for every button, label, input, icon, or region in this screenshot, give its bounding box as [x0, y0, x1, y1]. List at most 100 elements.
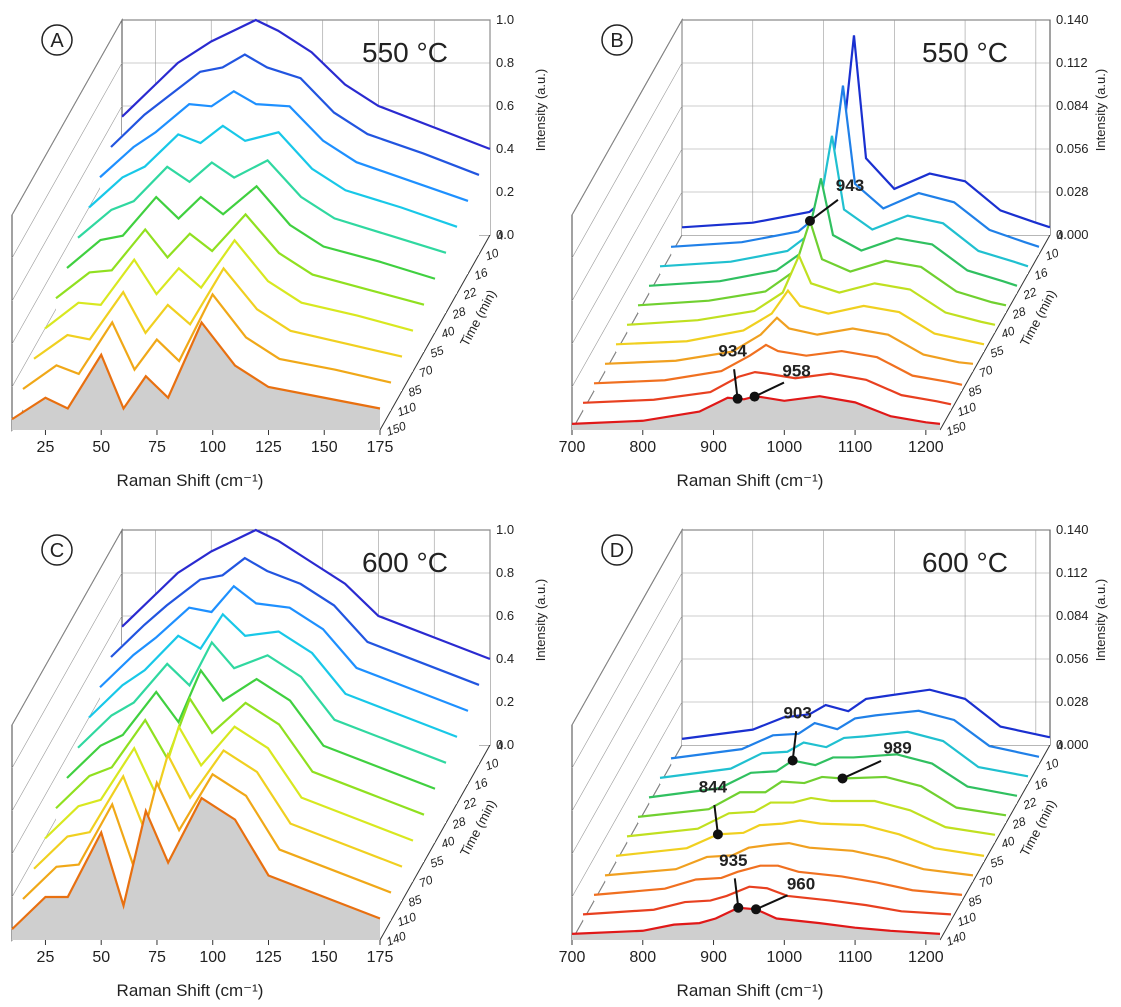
y-tick-label: 0.4 — [496, 141, 514, 156]
panel-badge — [41, 24, 73, 56]
trace — [593, 343, 963, 386]
time-tick-label: 4 — [494, 738, 505, 754]
panel-badge — [601, 24, 633, 56]
time-tick-label: 22 — [460, 284, 479, 302]
x-tick-label: 700 — [559, 949, 586, 966]
x-tick-label: 900 — [700, 949, 727, 966]
y-tick-label: 0.000 — [1056, 227, 1089, 242]
time-tick-label: 10 — [483, 245, 501, 263]
y-tick-label: 0.6 — [496, 608, 514, 623]
time-tick-label: 150 — [944, 419, 968, 439]
time-tick-label: 85 — [406, 892, 424, 910]
trace — [55, 212, 425, 306]
grid-line — [11, 615, 123, 812]
temperature: 600 °C — [362, 547, 448, 578]
trace — [593, 864, 963, 896]
time-tick-label: 70 — [977, 362, 995, 380]
annotation-dot — [837, 773, 848, 784]
trace — [670, 85, 1040, 248]
time-tick-label: 28 — [449, 304, 468, 322]
annotation-leader — [754, 381, 785, 398]
temperature: 600 °C — [922, 547, 1008, 578]
trace — [615, 288, 985, 346]
x-tick-label: 1100 — [838, 439, 873, 456]
x-tick-label: 25 — [37, 949, 55, 966]
trace — [121, 528, 491, 661]
time-tick-label: 110 — [395, 910, 418, 930]
time-tick-label: 110 — [955, 400, 978, 420]
trace-fill — [605, 843, 973, 882]
time-tick-label: 110 — [395, 400, 418, 420]
trace — [88, 124, 458, 228]
x-tick-label: 700 — [559, 439, 586, 456]
annotation-leader — [755, 894, 788, 911]
grid-line — [11, 105, 123, 302]
time-tick-label: 40 — [439, 833, 457, 851]
annotation-label: 935 — [719, 851, 747, 870]
y-tick-label: 1.0 — [496, 522, 514, 537]
time-tick-label: 55 — [988, 853, 1006, 871]
y-tick-label: 0.112 — [1056, 565, 1088, 580]
trace — [11, 320, 381, 421]
trace — [637, 775, 1007, 818]
x-tick-label: 175 — [367, 949, 394, 966]
trace-fill — [572, 907, 940, 940]
panel-badge — [41, 534, 73, 566]
time-tick-label: 150 — [384, 419, 408, 439]
trace — [659, 135, 1029, 268]
trace — [44, 724, 414, 842]
trace — [99, 584, 469, 712]
trace — [66, 184, 436, 280]
y-axis-title: Intensity (a.u.) — [1093, 69, 1108, 151]
annotation-dot — [749, 391, 760, 402]
trace-fill — [616, 820, 984, 862]
trace — [582, 370, 952, 406]
trace — [77, 640, 447, 764]
time-tick-label: 55 — [428, 343, 446, 361]
time-tick-label: 70 — [417, 362, 435, 380]
grid-line — [571, 62, 683, 259]
trace-fill — [12, 322, 380, 430]
trace — [110, 53, 480, 176]
x-tick-label: 25 — [37, 439, 55, 456]
x-tick-label: 125 — [255, 949, 282, 966]
temperature: 550 °C — [362, 37, 448, 68]
time-tick-label: 85 — [966, 892, 984, 910]
annotation-label: 934 — [718, 342, 747, 361]
grid-line — [571, 191, 683, 388]
x-tick-label: 100 — [199, 439, 226, 456]
time-tick-label: 10 — [483, 755, 501, 773]
y-axis-title: Intensity (a.u.) — [533, 69, 548, 151]
panel: 0.000 0.028 0.056 0.084 0.112 0.140 700 800 900 1… — [559, 522, 1108, 1000]
time-tick-label: 16 — [472, 265, 490, 283]
y-tick-label: 0.084 — [1056, 608, 1089, 623]
x-tick-label: 1100 — [838, 949, 873, 966]
y-tick-label: 0.0 — [496, 737, 514, 752]
trace — [22, 772, 392, 900]
y-tick-label: 0.056 — [1056, 141, 1089, 156]
annotation-label: 960 — [787, 874, 815, 893]
trace — [77, 158, 447, 254]
y-tick-label: 0.056 — [1056, 651, 1089, 666]
trace — [33, 749, 403, 870]
annotation-label: 844 — [699, 777, 728, 796]
time-tick-label: 28 — [449, 814, 468, 832]
grid-line — [11, 529, 123, 726]
grid-line — [571, 572, 683, 769]
trace-fill — [12, 798, 380, 940]
trace — [22, 292, 392, 390]
trace — [582, 885, 952, 916]
time-tick-label: 55 — [428, 853, 446, 871]
panel: 0.000 0.028 0.056 0.084 0.112 0.140 700 800 900 1… — [559, 12, 1108, 490]
annotation-dot — [804, 215, 815, 226]
trace — [648, 178, 1018, 287]
trace — [648, 753, 1018, 799]
trace — [55, 696, 425, 816]
y-tick-label: 0.6 — [496, 98, 514, 113]
trace — [11, 796, 381, 931]
y-tick-label: 1.0 — [496, 12, 514, 27]
trace-fill — [572, 396, 940, 430]
temperature: 550 °C — [922, 37, 1008, 68]
time-tick-label: 22 — [460, 794, 479, 812]
